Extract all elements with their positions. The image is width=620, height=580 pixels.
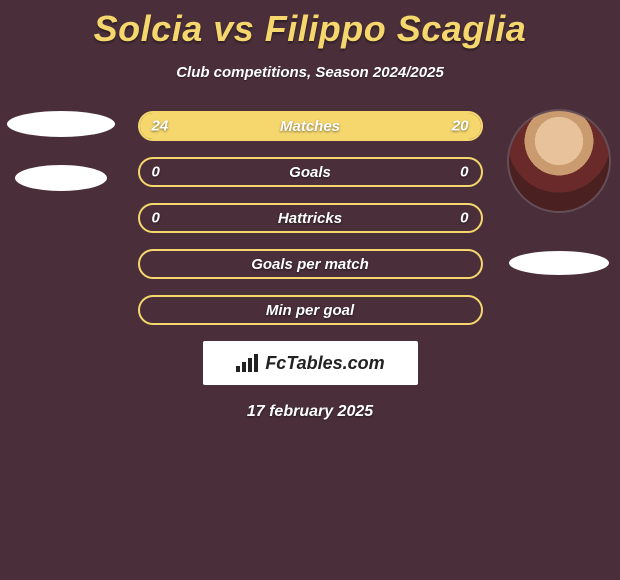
stat-row-min-per-goal: Min per goal (138, 295, 483, 325)
player-left-placeholder-1 (7, 111, 115, 137)
stat-value-left: 24 (152, 118, 169, 135)
stat-value-left: 0 (152, 210, 160, 227)
bars-icon (235, 352, 261, 374)
stat-rows: 24 Matches 20 0 Goals 0 0 Hattricks 0 Go… (138, 111, 483, 325)
player-left-side (6, 111, 116, 191)
stat-label: Matches (280, 118, 340, 135)
stat-label: Min per goal (266, 302, 354, 319)
brand-box: FcTables.com (203, 341, 418, 385)
stat-row-goals: 0 Goals 0 (138, 157, 483, 187)
stat-row-matches: 24 Matches 20 (138, 111, 483, 141)
stat-value-right: 0 (460, 210, 468, 227)
stat-value-right: 0 (460, 164, 468, 181)
player-left-placeholder-2 (15, 165, 107, 191)
stat-label: Goals per match (251, 256, 369, 273)
stat-row-hattricks: 0 Hattricks 0 (138, 203, 483, 233)
player-right-side (504, 111, 614, 275)
stat-label: Goals (289, 164, 331, 181)
brand-text: FcTables.com (265, 353, 384, 374)
comparison-date: 17 february 2025 (0, 403, 620, 421)
stat-row-goals-per-match: Goals per match (138, 249, 483, 279)
comparison-title: Solcia vs Filippo Scaglia (0, 0, 620, 50)
player-right-placeholder (509, 251, 609, 275)
comparison-area: 24 Matches 20 0 Goals 0 0 Hattricks 0 Go… (0, 111, 620, 325)
player-right-photo (509, 111, 609, 211)
stat-value-right: 20 (452, 118, 469, 135)
stat-value-left: 0 (152, 164, 160, 181)
stat-label: Hattricks (278, 210, 342, 227)
comparison-subtitle: Club competitions, Season 2024/2025 (0, 64, 620, 81)
